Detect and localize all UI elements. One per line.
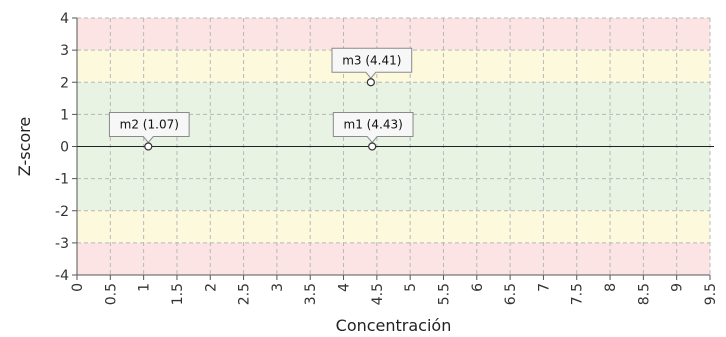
x-tick-label: 6 bbox=[470, 283, 486, 292]
y-tick-label: 3 bbox=[60, 43, 69, 59]
y-tick-label: -4 bbox=[55, 268, 69, 284]
y-tick-label: -3 bbox=[55, 236, 69, 252]
x-tick-label: 5 bbox=[403, 283, 419, 292]
zscore-band bbox=[77, 18, 710, 51]
x-tick-label: 2.5 bbox=[237, 283, 253, 305]
x-tick-label: 6.5 bbox=[503, 283, 519, 305]
x-tick-label: 1 bbox=[137, 283, 153, 292]
x-tick-label: 0.5 bbox=[103, 283, 119, 305]
x-tick-label: 5.5 bbox=[436, 283, 452, 305]
x-tick-label: 8.5 bbox=[636, 283, 652, 305]
x-tick-label: 3.5 bbox=[303, 283, 319, 305]
y-tick-label: 1 bbox=[60, 107, 69, 123]
x-tick-label: 9 bbox=[670, 283, 686, 292]
data-point-group[interactable]: m3 (4.41) bbox=[331, 47, 413, 87]
x-tick-label: 4.5 bbox=[370, 283, 386, 305]
x-tick-label: 7 bbox=[536, 283, 552, 292]
data-points: m2 (1.07) m1 (4.43) m3 (4.41) bbox=[108, 47, 414, 151]
x-tick-label: 8 bbox=[603, 283, 619, 292]
x-axis-title: Concentración bbox=[336, 316, 452, 335]
y-tick-label: 4 bbox=[60, 11, 69, 27]
data-point-marker[interactable] bbox=[366, 78, 375, 87]
point-label: m3 (4.41) bbox=[342, 53, 401, 67]
zscore-band bbox=[77, 210, 710, 243]
x-tick-label: 7.5 bbox=[570, 283, 586, 305]
x-tick-label: 9.5 bbox=[703, 283, 719, 305]
y-tick-label: 2 bbox=[60, 75, 69, 91]
x-tick-labels: 0 0.5 1 1.5 2 2.5 3 3.5 4 4.5 5 5.5 6 6.5 7 7.5 8 8.5 9 9.5 bbox=[70, 275, 719, 305]
point-label: m2 (1.07) bbox=[120, 118, 179, 132]
x-tick-label: 2 bbox=[203, 283, 219, 292]
y-tick-labels: 4 3 2 1 0 -1 -2 -3 -4 bbox=[55, 11, 77, 284]
x-tick-label: 0 bbox=[70, 283, 86, 292]
point-callout bbox=[108, 112, 190, 144]
y-tick-label: -2 bbox=[55, 204, 69, 220]
x-tick-label: 1.5 bbox=[170, 283, 186, 305]
point-label: m1 (4.43) bbox=[344, 118, 403, 132]
point-callout bbox=[332, 112, 414, 144]
data-point-marker[interactable] bbox=[144, 142, 153, 151]
x-tick-label: 3 bbox=[270, 283, 286, 292]
point-callout bbox=[331, 47, 413, 80]
x-tick-label: 4 bbox=[337, 283, 353, 292]
data-point-group[interactable]: m2 (1.07) bbox=[108, 112, 190, 151]
y-tick-label: -1 bbox=[55, 172, 69, 188]
zscore-band bbox=[77, 242, 710, 275]
y-tick-label: 0 bbox=[60, 140, 69, 156]
data-point-group[interactable]: m1 (4.43) bbox=[332, 112, 414, 151]
y-axis-title: Z-score bbox=[15, 117, 34, 176]
data-point-marker[interactable] bbox=[368, 142, 377, 151]
